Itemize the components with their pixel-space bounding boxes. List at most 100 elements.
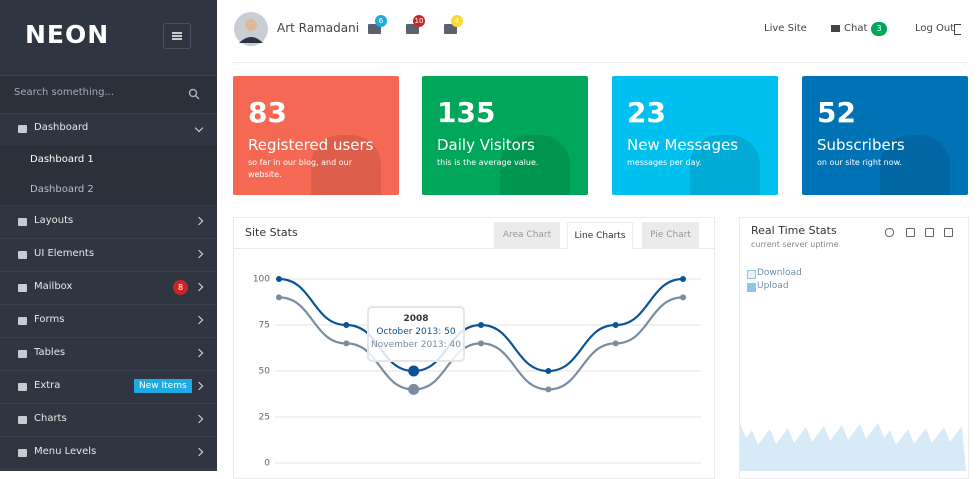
search-input[interactable]: Search something...: [14, 87, 115, 98]
menu-arrow: [194, 447, 204, 457]
chart-tab[interactable]: Area Chart: [494, 222, 560, 249]
data-point[interactable]: [478, 340, 484, 347]
tile-watermark: [880, 135, 950, 195]
notify-icon[interactable]: [368, 24, 381, 34]
legend-label: Download: [757, 268, 802, 278]
menu-item[interactable]: Tables: [0, 338, 217, 371]
y-tick-label: 50: [259, 367, 271, 377]
menu-arrow: [194, 282, 204, 292]
menu-label: Mailbox: [34, 281, 73, 292]
stat-tile: 52 Subscribers on our site right now.: [802, 76, 968, 195]
tooltip-line: October 2013: 50: [376, 327, 456, 337]
data-point[interactable]: [276, 294, 282, 301]
tooltip-title: 2008: [403, 314, 429, 324]
menu-icon: [18, 317, 27, 325]
data-point[interactable]: [478, 322, 484, 328]
logo: NEON: [25, 20, 110, 49]
menu-badge: 8: [173, 280, 188, 295]
menu-arrow: [194, 315, 204, 325]
menu-item[interactable]: Charts: [0, 404, 217, 437]
menu-toggle[interactable]: [163, 23, 191, 49]
chat-badge: 3: [871, 22, 887, 36]
menu-icon: [18, 284, 27, 292]
user-name[interactable]: Art Ramadani: [277, 21, 360, 35]
tile-text: on our site right now.: [817, 158, 902, 167]
data-point[interactable]: [343, 322, 350, 328]
tile-number: 23: [627, 96, 666, 129]
menu-icon: [18, 383, 27, 391]
y-tick-label: 0: [264, 459, 270, 469]
data-point[interactable]: [612, 340, 619, 347]
realtime-subtitle: current server uptime: [751, 240, 839, 249]
menu-badge: New Items: [134, 379, 192, 393]
data-point[interactable]: [343, 340, 350, 347]
tile-title: Registered users: [248, 136, 374, 154]
menu-icon: [18, 449, 27, 457]
tile-text: so far in our blog, and our website.: [248, 158, 352, 179]
menu-arrow: [194, 414, 204, 424]
tile-title: New Messages: [627, 136, 739, 154]
avatar-body: [239, 37, 263, 43]
header-link[interactable]: Chat: [844, 23, 868, 34]
panel-control[interactable]: [944, 228, 953, 237]
chart-tab[interactable]: Pie Chart: [642, 222, 699, 249]
toggle-bar: [172, 32, 182, 34]
legend-label: Upload: [757, 281, 789, 291]
line-chart: 0 25 50 75 100: [253, 275, 701, 469]
menu-item[interactable]: Menu Levels: [0, 437, 217, 470]
menu-arrow: [194, 348, 204, 358]
realtime-area: [740, 423, 966, 471]
search-handle: [194, 94, 200, 100]
menu-icon: [18, 350, 27, 358]
notify-icon[interactable]: [444, 24, 457, 34]
header-line: [233, 62, 967, 63]
submenu-item[interactable]: Dashboard 2: [0, 175, 217, 206]
data-point[interactable]: [408, 383, 420, 395]
data-point[interactable]: [680, 276, 686, 282]
tile-watermark: [690, 135, 760, 195]
menu-item[interactable]: Forms: [0, 305, 217, 338]
data-point[interactable]: [545, 386, 552, 393]
header-link[interactable]: Log Out: [915, 23, 955, 34]
panel-control[interactable]: [906, 228, 915, 237]
menu-arrow: [194, 249, 204, 259]
menu-item[interactable]: Layouts: [0, 206, 217, 239]
avatar-head: [245, 19, 257, 31]
legend-swatch: [747, 270, 756, 279]
logout-icon: [954, 24, 961, 35]
tile-number: 83: [248, 96, 287, 129]
menu-item[interactable]: Dashboard: [0, 113, 217, 146]
menu-label: Dashboard: [34, 122, 89, 133]
toggle-bar: [172, 35, 182, 37]
tile-text: messages per day.: [627, 158, 702, 167]
data-point[interactable]: [612, 322, 619, 328]
menu-item[interactable]: UI Elements: [0, 239, 217, 272]
panel-control[interactable]: [885, 228, 894, 237]
tooltip-line: November 2013: 40: [371, 340, 461, 350]
sidebar: NEON Search something... Dashboard Dashboar…: [0, 0, 217, 471]
chat-icon: [831, 25, 840, 32]
toggle-bar: [172, 38, 182, 40]
menu-icon: [18, 251, 27, 259]
stat-tile: 23 New Messages messages per day.: [612, 76, 778, 195]
header-link[interactable]: Live Site: [764, 23, 807, 34]
menu-item[interactable]: Mailbox 8: [0, 272, 217, 305]
data-point[interactable]: [276, 276, 282, 282]
menu-label: Layouts: [34, 215, 74, 226]
data-point[interactable]: [680, 294, 686, 301]
chart-tab[interactable]: Line Charts: [567, 222, 633, 249]
notify-badge: 10: [413, 15, 425, 27]
search-row: [0, 75, 217, 114]
notify-icon[interactable]: [406, 24, 419, 34]
data-point[interactable]: [408, 365, 420, 377]
menu-icon: [18, 416, 27, 424]
data-point[interactable]: [545, 368, 552, 374]
menu-item[interactable]: Extra New Items: [0, 371, 217, 404]
panel-control[interactable]: [925, 228, 934, 237]
avatar: [234, 12, 268, 46]
submenu-item[interactable]: Dashboard 1: [0, 145, 217, 176]
menu-label: UI Elements: [34, 248, 95, 259]
stat-tile: 83 Registered users so far in our blog, an…: [233, 76, 399, 195]
y-tick-label: 25: [259, 413, 270, 423]
